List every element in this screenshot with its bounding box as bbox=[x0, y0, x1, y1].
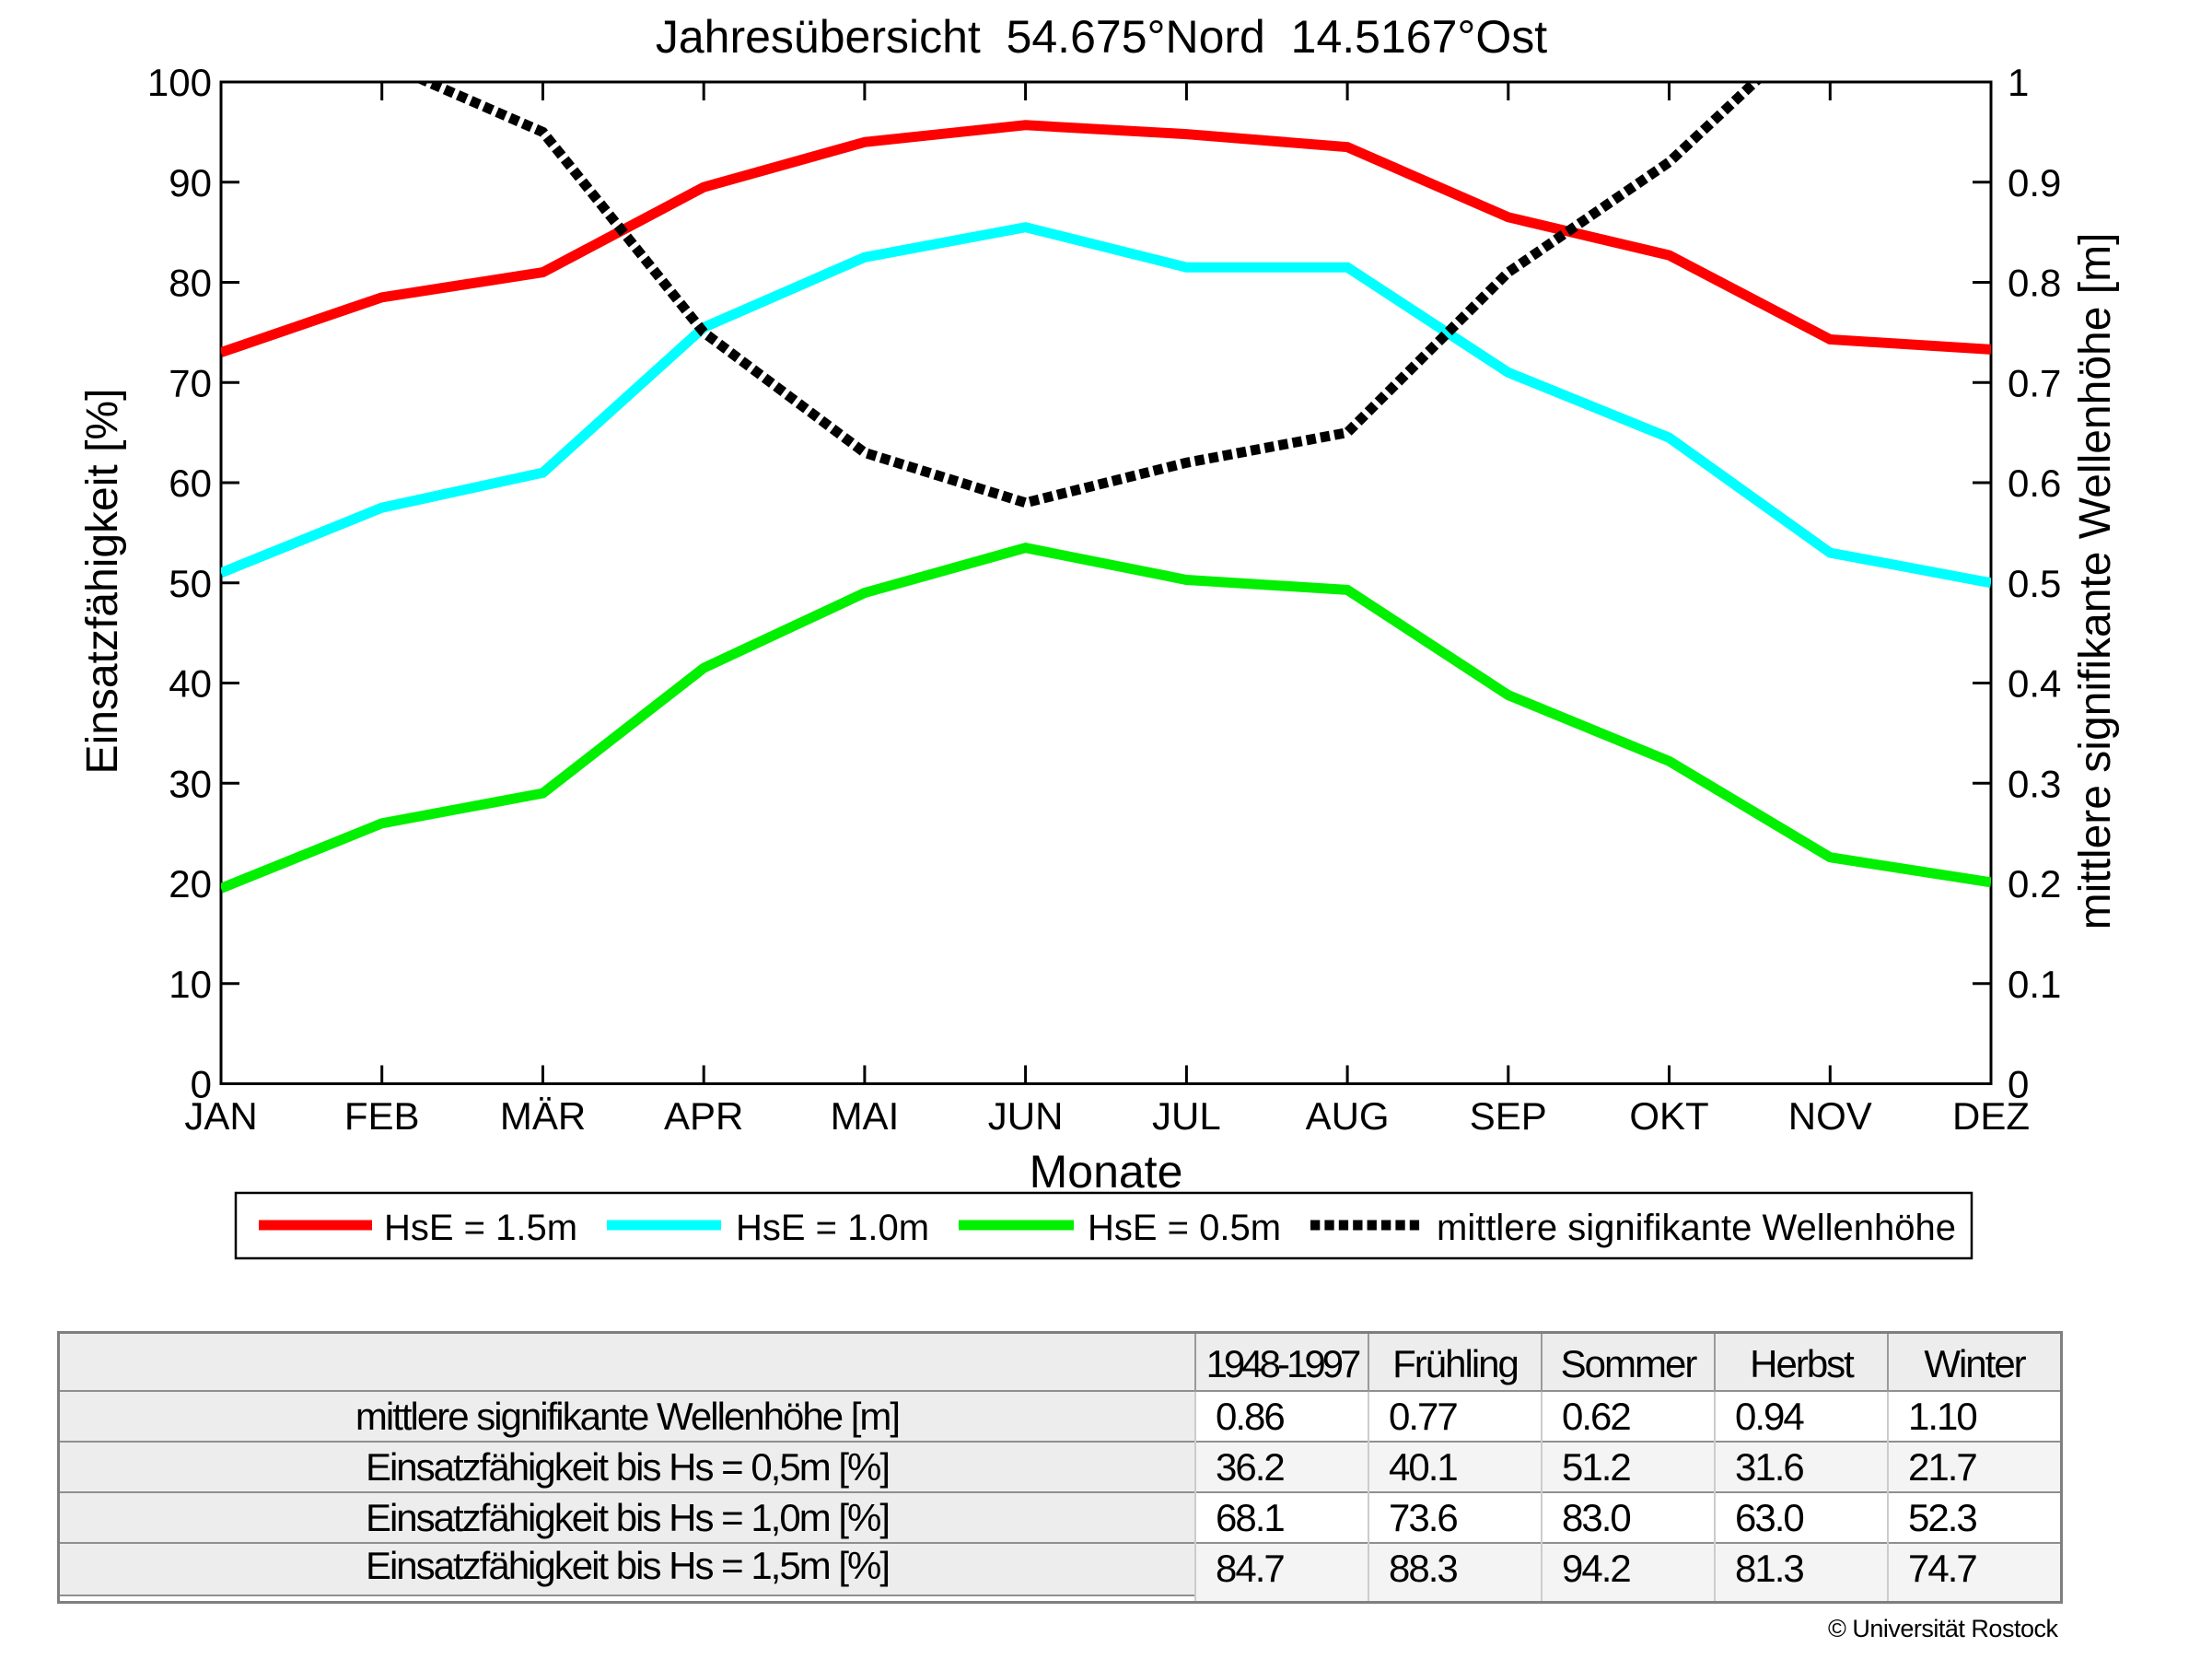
svg-text:APR: APR bbox=[664, 1094, 743, 1138]
svg-text:40: 40 bbox=[169, 662, 212, 706]
svg-text:OKT: OKT bbox=[1629, 1094, 1708, 1138]
svg-text:20: 20 bbox=[169, 862, 212, 905]
svg-text:mittlere signifikante Wellenhö: mittlere signifikante Wellenhöhe [m] bbox=[2071, 233, 2120, 930]
svg-text:70: 70 bbox=[169, 361, 212, 404]
svg-text:0.5: 0.5 bbox=[2008, 562, 2061, 605]
svg-text:HsE = 1.0m: HsE = 1.0m bbox=[736, 1208, 929, 1248]
svg-text:Einsatzfähigkeit [%]: Einsatzfähigkeit [%] bbox=[78, 389, 127, 775]
svg-text:JUN: JUN bbox=[988, 1094, 1064, 1138]
svg-text:HsE = 0.5m: HsE = 0.5m bbox=[1088, 1208, 1281, 1248]
svg-text:80: 80 bbox=[169, 262, 212, 305]
svg-text:0.3: 0.3 bbox=[2008, 762, 2061, 805]
svg-text:0.2: 0.2 bbox=[2008, 862, 2061, 905]
svg-text:mittlere signifikante Wellenhö: mittlere signifikante Wellenhöhe bbox=[1437, 1208, 1956, 1248]
svg-text:NOV: NOV bbox=[1788, 1094, 1872, 1138]
svg-text:SEP: SEP bbox=[1470, 1094, 1547, 1138]
svg-text:Monate: Monate bbox=[1030, 1146, 1183, 1198]
svg-text:HsE = 1.5m: HsE = 1.5m bbox=[384, 1208, 577, 1248]
svg-text:30: 30 bbox=[169, 762, 212, 805]
svg-text:JUL: JUL bbox=[1152, 1094, 1221, 1138]
svg-text:1: 1 bbox=[2008, 61, 2029, 104]
svg-text:90: 90 bbox=[169, 161, 212, 204]
svg-text:0.1: 0.1 bbox=[2008, 963, 2061, 1006]
svg-text:50: 50 bbox=[169, 562, 212, 605]
svg-text:MAI: MAI bbox=[831, 1094, 900, 1138]
svg-text:0.8: 0.8 bbox=[2008, 262, 2061, 305]
svg-text:0.6: 0.6 bbox=[2008, 461, 2061, 505]
svg-text:FEB: FEB bbox=[344, 1094, 420, 1138]
svg-text:JAN: JAN bbox=[184, 1094, 257, 1138]
svg-text:10: 10 bbox=[169, 963, 212, 1006]
svg-text:0.9: 0.9 bbox=[2008, 161, 2061, 204]
svg-text:0: 0 bbox=[2008, 1063, 2029, 1106]
svg-text:0.7: 0.7 bbox=[2008, 361, 2061, 404]
svg-text:AUG: AUG bbox=[1306, 1094, 1390, 1138]
svg-text:Jahresübersicht 54.675°Nord: Jahresübersicht 54.675°Nord 14.5167°Ost bbox=[656, 11, 1547, 63]
svg-text:0: 0 bbox=[191, 1063, 212, 1106]
svg-text:DEZ: DEZ bbox=[1952, 1094, 2030, 1138]
svg-text:100: 100 bbox=[147, 61, 212, 104]
svg-text:0.4: 0.4 bbox=[2008, 662, 2061, 706]
svg-text:MÄR: MÄR bbox=[500, 1094, 586, 1138]
svg-text:60: 60 bbox=[169, 461, 212, 505]
